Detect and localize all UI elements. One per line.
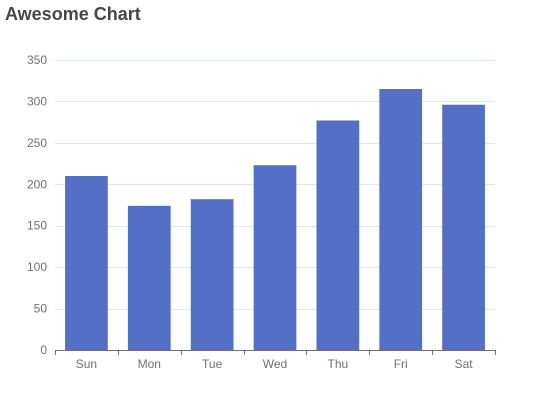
bar[interactable]: [442, 104, 485, 350]
y-tick-label: 300: [27, 94, 47, 108]
y-tick-label: 250: [27, 136, 47, 150]
x-axis: [55, 350, 496, 355]
x-tick-label: Fri: [394, 357, 408, 371]
bar[interactable]: [379, 89, 423, 350]
y-tick-label: 50: [34, 302, 48, 316]
y-axis-labels: 0 50 100 150 200 250 300 350: [27, 53, 47, 357]
x-axis-labels: Sun Mon Tue Wed Thu Fri Sat: [76, 357, 473, 371]
chart-title: Awesome Chart: [5, 4, 141, 24]
x-tick-label: Sun: [76, 357, 97, 371]
bar[interactable]: [127, 205, 171, 350]
y-tick-label: 200: [27, 177, 47, 191]
x-tick-label: Sat: [455, 357, 474, 371]
x-tick-label: Thu: [328, 357, 349, 371]
y-tick-label: 150: [27, 219, 47, 233]
x-tick-label: Mon: [138, 357, 161, 371]
x-tick-label: Tue: [202, 357, 223, 371]
y-tick-label: 0: [40, 343, 47, 357]
y-tick-label: 100: [27, 260, 47, 274]
bars: [65, 89, 485, 350]
y-tick-label: 350: [27, 53, 47, 67]
bar[interactable]: [190, 199, 234, 350]
bar[interactable]: [316, 120, 360, 350]
x-tick-label: Wed: [263, 357, 287, 371]
bar[interactable]: [253, 165, 297, 350]
bar[interactable]: [65, 176, 108, 350]
